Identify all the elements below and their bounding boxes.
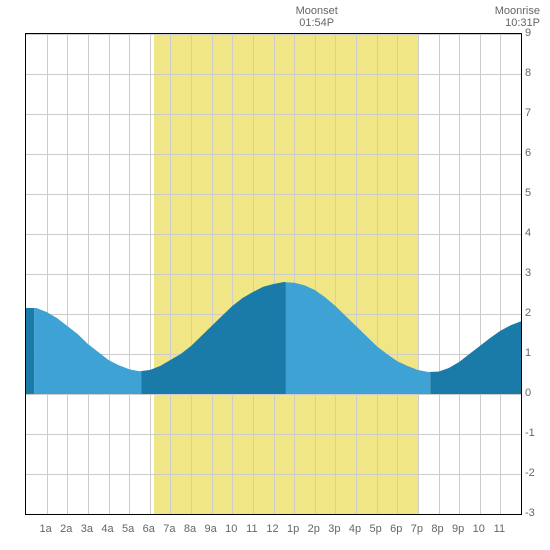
y-tick-label: 5: [525, 187, 531, 199]
tide-segment: [430, 321, 521, 394]
x-tick-label: 9a: [205, 523, 217, 535]
moonset-title: Moonset: [296, 5, 338, 17]
tide-segment: [34, 308, 141, 394]
tide-area: [26, 34, 521, 514]
y-tick-label: 6: [525, 147, 531, 159]
moonset-label: Moonset 01:54P: [287, 5, 347, 29]
y-tick-label: -2: [525, 467, 535, 479]
x-tick-label: 3a: [81, 523, 93, 535]
x-tick-label: 4a: [101, 523, 113, 535]
x-tick-label: 6a: [143, 523, 155, 535]
plot-area: [25, 33, 522, 515]
x-tick-label: 11: [494, 523, 505, 535]
moonrise-title: Moonrise: [495, 5, 540, 17]
y-tick-label: -1: [525, 427, 535, 439]
x-tick-label: 5a: [122, 523, 134, 535]
y-tick-label: -3: [525, 507, 535, 519]
x-tick-label: 2a: [60, 523, 72, 535]
x-tick-label: 9p: [452, 523, 464, 535]
chart-header: Moonset 01:54P Moonrise 10:31P: [5, 5, 545, 33]
x-tick-label: 2p: [308, 523, 320, 535]
x-tick-label: 6p: [390, 523, 402, 535]
moonrise-time: 10:31P: [505, 17, 540, 29]
x-tick-label: 4p: [349, 523, 361, 535]
x-tick-label: 10: [225, 523, 237, 535]
x-tick-label: 8a: [184, 523, 196, 535]
y-tick-label: 8: [525, 67, 531, 79]
moonset-time: 01:54P: [299, 17, 334, 29]
x-tick-label: 7p: [411, 523, 423, 535]
tide-segment: [142, 282, 286, 394]
x-tick-label: 5p: [370, 523, 382, 535]
x-tick-label: 1a: [40, 523, 52, 535]
tide-chart: Moonset 01:54P Moonrise 10:31P -3-2-1012…: [5, 5, 545, 545]
tide-segment: [286, 282, 430, 394]
moonrise-label: Moonrise 10:31P: [480, 5, 540, 29]
y-tick-label: 0: [525, 387, 531, 399]
x-tick-label: 7a: [163, 523, 175, 535]
grid-line: [26, 514, 521, 515]
tide-segment: [26, 308, 34, 394]
x-tick-label: 1p: [287, 523, 299, 535]
x-tick-label: 8p: [431, 523, 443, 535]
y-tick-label: 9: [525, 27, 531, 39]
x-tick-label: 11: [246, 523, 257, 535]
y-tick-label: 4: [525, 227, 531, 239]
y-tick-label: 3: [525, 267, 531, 279]
x-tick-label: 12: [266, 523, 278, 535]
y-tick-label: 7: [525, 107, 531, 119]
x-tick-label: 10: [473, 523, 485, 535]
y-tick-label: 2: [525, 307, 531, 319]
y-tick-label: 1: [525, 347, 531, 359]
x-tick-label: 3p: [328, 523, 340, 535]
